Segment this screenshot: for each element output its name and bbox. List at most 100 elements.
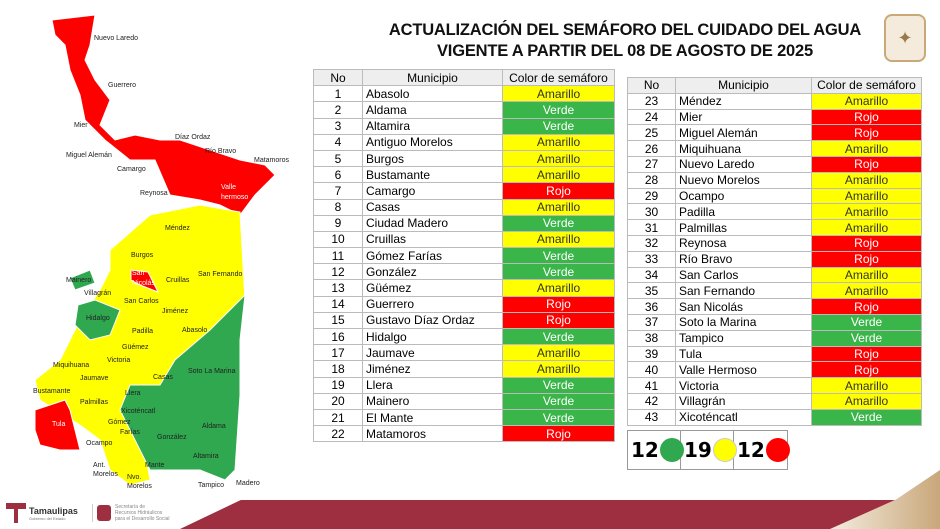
map-label: Jaumave (80, 375, 109, 382)
count-verde-value: 12 (631, 438, 659, 462)
semaforo-color: Amarillo (502, 344, 615, 362)
row-number: 20 (313, 392, 363, 410)
map-region-san-nicolas (130, 269, 160, 293)
row-number: 11 (313, 247, 363, 265)
table-row: 25 Miguel Alemán Rojo (627, 124, 922, 142)
map-region-tula (34, 399, 81, 451)
row-number: 38 (627, 329, 676, 347)
table-row: 10 Cruillas Amarillo (313, 230, 615, 249)
municipio-name: Cruillas (362, 230, 503, 249)
municipio-name: Matamoros (362, 425, 503, 443)
table-row: 40 Valle Hermoso Rojo (627, 361, 922, 379)
municipio-name: González (362, 263, 503, 281)
count-verde: 12 (628, 431, 684, 469)
semaforo-color: Amarillo (811, 282, 922, 300)
dept-line: Secretaría de (115, 504, 146, 510)
semaforo-color: Amarillo (811, 392, 922, 410)
map-label: Casas (153, 374, 173, 381)
map-label: Victoria (107, 357, 131, 364)
page-title: ACTUALIZACIÓN DEL SEMÁFORO DEL CUIDADO D… (352, 20, 898, 62)
map-region-yellow (34, 204, 246, 486)
map-label: González (157, 434, 187, 441)
map-label: Güémez (122, 344, 149, 351)
map-label: Camargo (117, 166, 146, 173)
municipio-name: Antiguo Morelos (362, 133, 503, 151)
table-row: 2 Aldama Verde (313, 101, 615, 119)
semaforo-color: Verde (502, 263, 615, 281)
table-row: 15 Gustavo Díaz Ordaz Rojo (313, 311, 615, 330)
map-label: Bustamante (33, 388, 71, 395)
semaforo-color: Rojo (502, 295, 615, 313)
footer-band (180, 500, 940, 529)
map-label: Morelos (127, 483, 152, 490)
municipio-name: Xicoténcatl (675, 408, 812, 426)
municipio-name: Ciudad Madero (362, 214, 503, 232)
table-row: 18 Jiménez Amarillo (313, 360, 615, 378)
row-number: 3 (313, 117, 363, 135)
map-label: hermoso (221, 194, 249, 201)
municipio-name: Méndez (675, 92, 812, 110)
municipio-name: Palmillas (675, 219, 812, 236)
municipio-name: Hidalgo (362, 327, 503, 346)
municipio-name: Mier (675, 108, 812, 126)
map-label: San Carlos (124, 298, 159, 305)
table-row: 35 San Fernando Amarillo (627, 282, 922, 300)
row-number: 13 (313, 279, 363, 297)
map-region-mainero (69, 269, 96, 291)
semaforo-color: Amarillo (811, 377, 922, 394)
row-number: 18 (313, 360, 363, 378)
table-row: 12 González Verde (313, 263, 615, 281)
semaforo-color: Verde (502, 376, 615, 394)
map-label: Gómez (108, 419, 131, 426)
row-number: 34 (627, 266, 676, 284)
color-count-summary: 12 19 12 (627, 430, 790, 470)
row-number: 14 (313, 295, 363, 313)
red-circle-icon (765, 438, 790, 462)
map-label: Díaz Ordaz (175, 134, 211, 141)
semaforo-color: Amarillo (811, 140, 922, 157)
row-number: 30 (627, 203, 676, 221)
map-label: Hidalgo (86, 315, 110, 322)
municipio-name: Bustamante (362, 166, 503, 184)
table-row: 9 Ciudad Madero Verde (313, 214, 615, 232)
municipio-name: El Mante (362, 408, 503, 427)
municipio-name: Nuevo Laredo (675, 155, 812, 173)
map-label: Morelos (93, 471, 118, 478)
row-number: 25 (627, 124, 676, 142)
semaforo-color: Amarillo (502, 360, 615, 378)
map-label: Nuevo Laredo (94, 35, 138, 42)
count-amarillo-value: 19 (684, 438, 712, 462)
map-label: Altamira (193, 453, 219, 460)
table-row: 37 Soto la Marina Verde (627, 313, 922, 331)
municipio-name: Güémez (362, 279, 503, 297)
municipio-name: Nuevo Morelos (675, 171, 812, 189)
brand-name: Tamaulipas (29, 505, 78, 516)
map-label: San Fernando (198, 271, 243, 278)
row-number: 22 (313, 425, 363, 443)
map-region-green-east (119, 293, 246, 481)
municipio-name: Casas (362, 198, 503, 216)
municipio-name: San Fernando (675, 282, 812, 300)
map-region-hidalgo (74, 299, 121, 341)
map-label: Ocampo (86, 440, 113, 447)
table-row: 5 Burgos Amarillo (313, 149, 615, 168)
map-label: San (132, 270, 145, 277)
table-row: 39 Tula Rojo (627, 345, 922, 363)
map-label: Aldama (202, 423, 226, 430)
map-label: Burgos (131, 252, 154, 259)
municipios-table-left: No Municipio Color de semáforo 1 Abasolo A… (313, 68, 615, 443)
semaforo-color: Amarillo (502, 198, 615, 216)
municipio-name: Jiménez (362, 360, 503, 378)
semaforo-color: Amarillo (502, 85, 615, 103)
row-number: 19 (313, 376, 363, 394)
water-drop-icon (97, 505, 111, 521)
table-row: 8 Casas Amarillo (313, 198, 615, 216)
municipio-name: Miquihuana (675, 140, 812, 157)
count-rojo-value: 12 (737, 438, 765, 462)
col-header-color: Color de semáforo (502, 68, 615, 87)
table-row: 6 Bustamante Amarillo (313, 166, 615, 184)
row-number: 1 (313, 85, 363, 103)
table-row: 42 Villagrán Amarillo (627, 392, 922, 410)
map-label: Mier (74, 122, 88, 129)
semaforo-color: Amarillo (502, 166, 615, 184)
